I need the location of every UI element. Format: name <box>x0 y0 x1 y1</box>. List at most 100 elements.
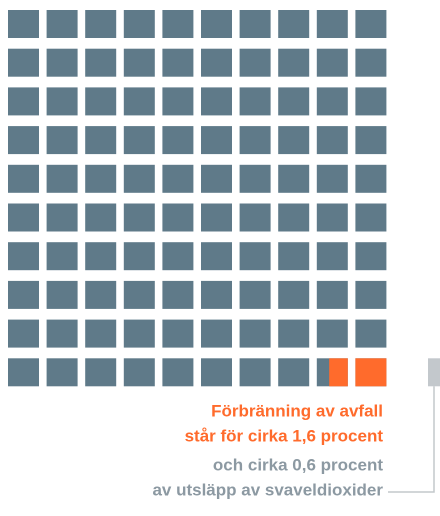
waffle-cell <box>162 242 194 271</box>
waffle-cell <box>201 358 232 387</box>
waffle-cell <box>123 126 155 155</box>
bracket-line <box>388 386 435 493</box>
waffle-cell <box>123 280 155 309</box>
waffle-cell <box>85 358 117 387</box>
waffle-cell <box>201 319 232 348</box>
waffle-cell <box>355 10 387 38</box>
waffle-cell <box>8 48 39 77</box>
waffle-cell <box>123 10 155 38</box>
waffle-cell <box>8 87 39 116</box>
waffle-cell <box>46 10 78 38</box>
waffle-cell <box>239 164 271 193</box>
waffle-cell <box>162 126 194 155</box>
waffle-cell <box>201 164 232 193</box>
waffle-cell <box>316 48 348 77</box>
waffle-cell <box>162 10 194 38</box>
waffle-cell <box>162 164 194 193</box>
annotation-text: står för cirka 1,6 procent <box>185 426 384 445</box>
waffle-cell <box>162 87 194 116</box>
waffle-cell <box>201 87 232 116</box>
waffle-cell <box>123 242 155 271</box>
waffle-cell <box>162 203 194 232</box>
compare-cell <box>428 358 440 387</box>
waffle-cell <box>8 280 39 309</box>
waffle-cell <box>162 319 194 348</box>
waffle-cell <box>85 319 117 348</box>
waffle-cell <box>278 48 310 77</box>
annotation-text: och cirka 0,6 procent <box>213 455 383 474</box>
annotation-text: Förbränning av avfall <box>211 401 383 420</box>
waffle-cell <box>316 280 348 309</box>
waffle-cell <box>201 48 232 77</box>
waffle-cell <box>355 48 387 77</box>
waffle-cell <box>355 242 387 271</box>
waffle-cell <box>278 242 310 271</box>
waffle-cell <box>8 242 39 271</box>
waffle-cell <box>85 164 117 193</box>
annotation-text: av utsläpp av svaveldioxider <box>152 480 383 499</box>
waffle-cell <box>239 242 271 271</box>
waffle-cell <box>123 203 155 232</box>
waffle-cell <box>46 319 78 348</box>
waffle-cell <box>239 48 271 77</box>
waffle-cell <box>278 10 310 38</box>
waffle-cell <box>46 358 78 387</box>
waffle-cell <box>355 319 387 348</box>
waffle-cell <box>123 48 155 77</box>
waffle-cell <box>355 203 387 232</box>
waffle-cell <box>355 87 387 116</box>
waffle-cell <box>278 280 310 309</box>
waffle-cell <box>123 319 155 348</box>
waffle-cell <box>162 358 194 387</box>
waffle-cell <box>316 164 348 193</box>
waffle-cell <box>201 126 232 155</box>
waffle-cell <box>8 319 39 348</box>
waffle-cell <box>355 126 387 155</box>
waffle-cell <box>239 87 271 116</box>
waffle-cell <box>46 242 78 271</box>
waffle-cell <box>355 164 387 193</box>
waffle-cell <box>239 280 271 309</box>
waffle-cell <box>8 358 39 387</box>
waffle-cell <box>278 126 310 155</box>
waffle-cell <box>46 48 78 77</box>
highlight-cell <box>329 358 348 387</box>
waffle-cell <box>278 358 310 387</box>
waffle-cell <box>278 203 310 232</box>
waffle-cell <box>316 126 348 155</box>
waffle-cell <box>162 48 194 77</box>
waffle-cell <box>316 87 348 116</box>
waffle-cell <box>201 280 232 309</box>
waffle-cell <box>123 87 155 116</box>
waffle-cell <box>8 126 39 155</box>
waffle-cell <box>201 203 232 232</box>
waffle-cell <box>8 164 39 193</box>
waffle-cell <box>239 203 271 232</box>
waffle-cell <box>8 10 39 38</box>
waffle-cell <box>85 242 117 271</box>
waffle-cell <box>123 164 155 193</box>
waffle-cell <box>46 126 78 155</box>
waffle-cell <box>239 10 271 38</box>
waffle-cell <box>316 10 348 38</box>
highlight-cell <box>355 358 387 387</box>
waffle-cell <box>316 203 348 232</box>
waffle-cell <box>355 280 387 309</box>
waffle-cell <box>85 280 117 309</box>
waffle-cell <box>46 280 78 309</box>
waffle-cell <box>239 319 271 348</box>
waffle-cell <box>46 164 78 193</box>
waffle-cell <box>85 87 117 116</box>
waffle-cell <box>278 87 310 116</box>
waffle-cell <box>85 203 117 232</box>
waffle-cell <box>85 48 117 77</box>
waffle-cell <box>239 358 271 387</box>
waffle-cell <box>316 319 348 348</box>
waffle-cell <box>278 319 310 348</box>
waffle-cell <box>201 10 232 38</box>
waffle-cell <box>46 87 78 116</box>
waffle-cell <box>201 242 232 271</box>
waffle-cell <box>123 358 155 387</box>
waffle-cell <box>162 280 194 309</box>
